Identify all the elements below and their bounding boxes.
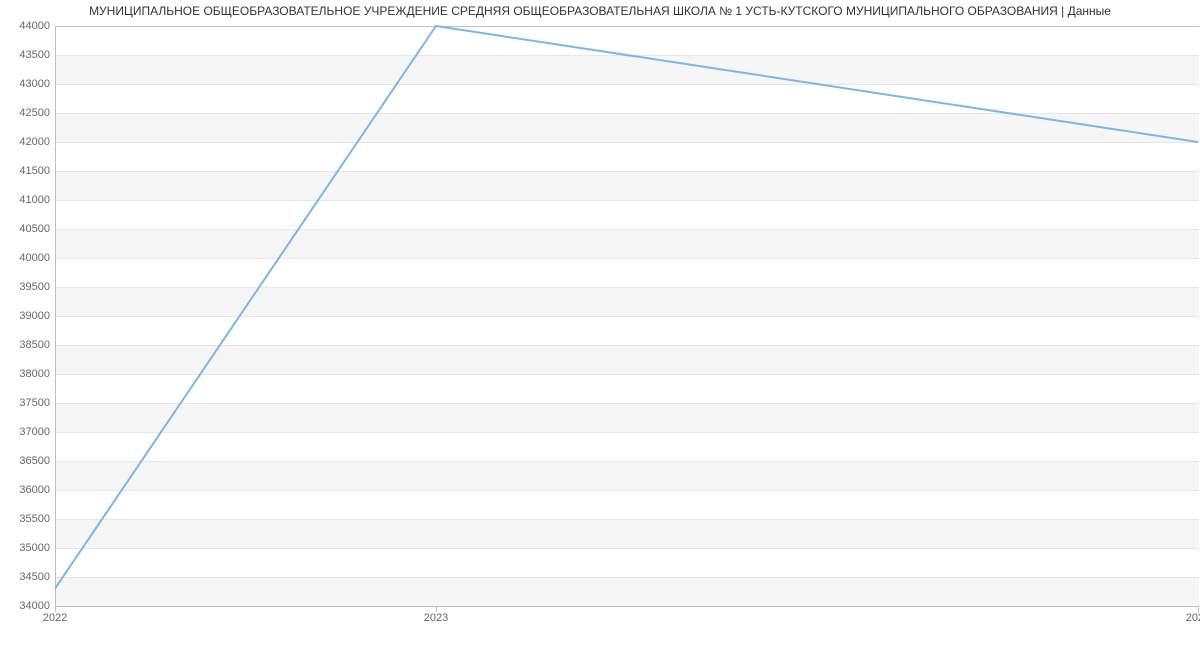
y-tick-label: 34000 bbox=[19, 600, 50, 612]
y-tick-label: 40500 bbox=[19, 223, 50, 235]
y-tick-label: 38500 bbox=[19, 339, 50, 351]
x-tick-label: 2022 bbox=[43, 612, 67, 624]
y-tick-label: 37500 bbox=[19, 397, 50, 409]
y-tick-label: 44000 bbox=[19, 20, 50, 32]
y-tick-label: 43500 bbox=[19, 49, 50, 61]
chart-title: МУНИЦИПАЛЬНОЕ ОБЩЕОБРАЗОВАТЕЛЬНОЕ УЧРЕЖД… bbox=[0, 4, 1200, 18]
y-tick-label: 40000 bbox=[19, 252, 50, 264]
y-tick-label: 43000 bbox=[19, 78, 50, 90]
y-tick-label: 42000 bbox=[19, 136, 50, 148]
y-tick-label: 41000 bbox=[19, 194, 50, 206]
y-tick-label: 38000 bbox=[19, 368, 50, 380]
y-tick-label: 39000 bbox=[19, 310, 50, 322]
x-tick-label: 2025 bbox=[1186, 612, 1200, 624]
y-tick-label: 39500 bbox=[19, 281, 50, 293]
series-line bbox=[55, 26, 1198, 589]
y-tick-label: 41500 bbox=[19, 165, 50, 177]
y-tick-label: 35000 bbox=[19, 542, 50, 554]
y-tick-label: 42500 bbox=[19, 107, 50, 119]
y-tick-label: 36500 bbox=[19, 455, 50, 467]
y-tick-label: 35500 bbox=[19, 513, 50, 525]
y-tick-label: 34500 bbox=[19, 571, 50, 583]
line-series bbox=[55, 26, 1198, 606]
chart-container: МУНИЦИПАЛЬНОЕ ОБЩЕОБРАЗОВАТЕЛЬНОЕ УЧРЕЖД… bbox=[0, 0, 1200, 650]
y-tick-label: 36000 bbox=[19, 484, 50, 496]
x-tick-label: 2023 bbox=[424, 612, 448, 624]
y-tick-label: 37000 bbox=[19, 426, 50, 438]
